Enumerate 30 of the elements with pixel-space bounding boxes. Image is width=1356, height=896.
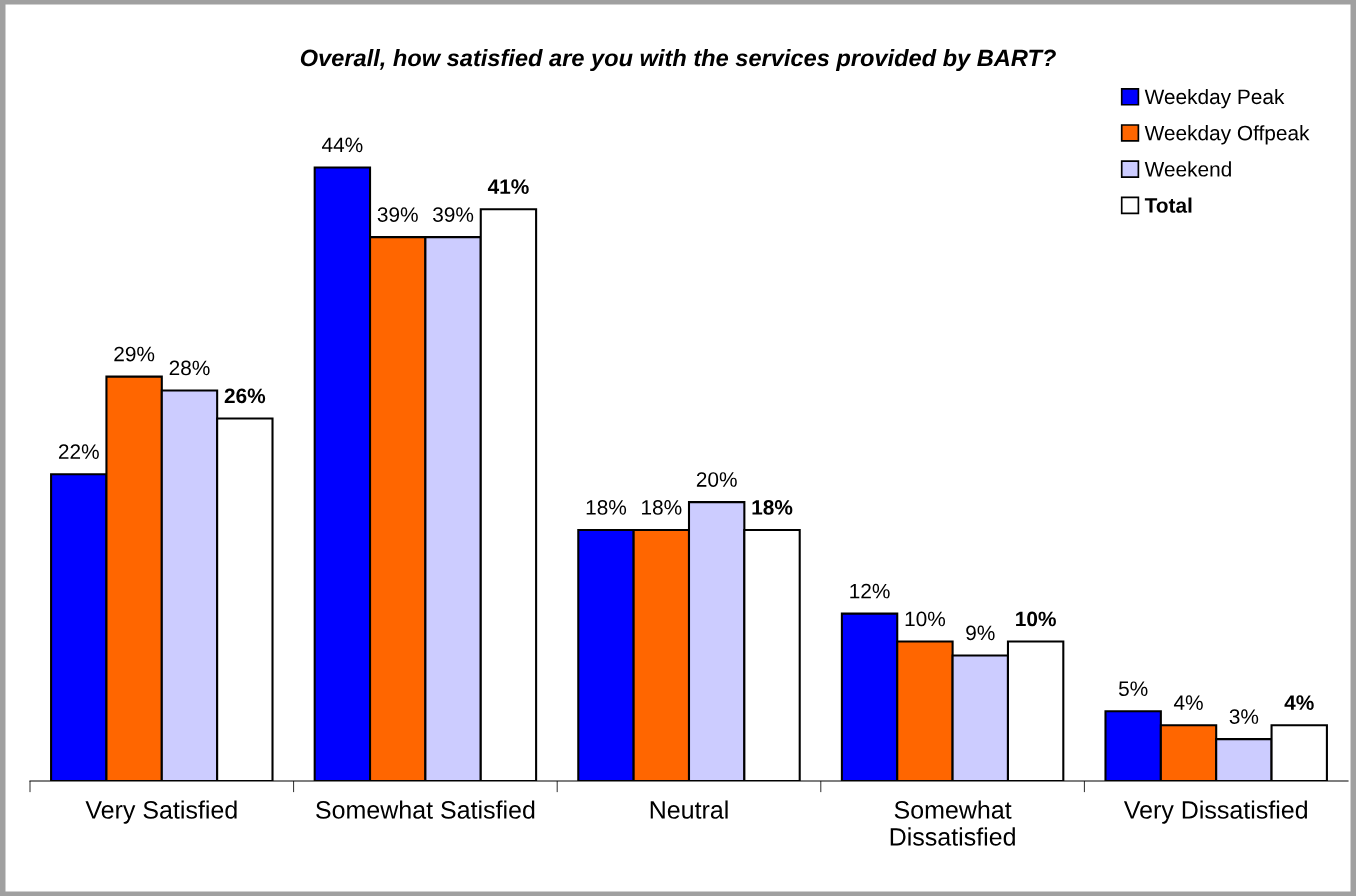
x-tick-label: Very Satisfied [85, 800, 237, 824]
data-label: 9% [966, 625, 995, 641]
data-label: 10% [905, 611, 946, 627]
data-label: 18% [752, 500, 793, 515]
data-label: 3% [1229, 709, 1259, 724]
data-label: 18% [586, 500, 627, 515]
data-label: 12% [850, 583, 890, 599]
data-label: 44% [322, 137, 363, 153]
legend-label: Weekend [1144, 161, 1231, 177]
data-label: 26% [224, 388, 266, 404]
x-tick-label: Neutral [650, 800, 728, 819]
legend-label: Total [1144, 197, 1192, 213]
data-label: 41% [487, 179, 529, 195]
legend-label: Weekday Offpeak [1144, 125, 1310, 145]
data-label: 4% [1173, 695, 1203, 710]
data-label: 20% [696, 472, 737, 487]
data-label: 22% [58, 444, 99, 459]
chart-title: Overall, how satisfied are you with the services provided by BART? [300, 49, 1056, 71]
x-tick-label: Very Dissatisfied [1123, 800, 1307, 824]
data-label: 18% [642, 500, 682, 515]
x-tick-label: Somewhat Dissatisfied [890, 800, 1015, 846]
data-label: 29% [114, 346, 155, 362]
x-tick-label: Somewhat Satisfied [316, 800, 535, 819]
data-label: 39% [433, 207, 474, 222]
data-label: 39% [377, 207, 418, 222]
data-label: 4% [1284, 695, 1314, 710]
data-label: 28% [169, 360, 210, 376]
legend-label: Weekday Peak [1144, 88, 1285, 109]
data-label: 10% [1016, 611, 1056, 627]
data-label: 5% [1118, 681, 1148, 697]
